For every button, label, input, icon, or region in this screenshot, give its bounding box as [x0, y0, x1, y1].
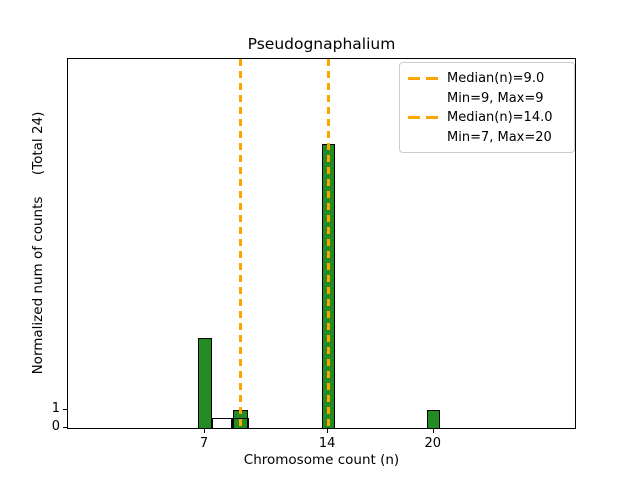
legend-marker-spacer	[408, 97, 438, 100]
x-tick-mark-14	[327, 429, 329, 433]
y-tick-mark-1	[63, 409, 67, 411]
legend-marker-spacer	[408, 136, 438, 139]
y-tick-label-0: 0	[51, 419, 60, 434]
legend-entry: Median(n)=14.0	[408, 108, 566, 128]
legend-box: Median(n)=9.0 Min=9, Max=9 Median(n)=14.0 M…	[399, 62, 575, 153]
legend-label: Median(n)=14.0	[447, 110, 553, 126]
histogram-bar-x20	[427, 410, 441, 428]
histogram-outline-bar-x8	[212, 418, 233, 428]
chart-title: Pseudognaphalium	[247, 35, 396, 53]
x-tick-label-7: 7	[199, 436, 209, 451]
legend-entry: Min=7, Max=20	[408, 128, 566, 148]
x-tick-mark-7	[204, 429, 206, 433]
x-tick-label-14: 14	[318, 436, 336, 451]
y-tick-mark-0	[63, 427, 67, 429]
legend-entry: Median(n)=9.0	[408, 69, 566, 89]
x-tick-label-20: 20	[424, 436, 442, 451]
x-axis-label: Chromosome count (n)	[243, 452, 400, 468]
y-tick-label-1: 1	[51, 401, 60, 416]
y-axis-label: Normalized num of counts (Total 24)	[30, 111, 46, 375]
legend-dash-marker-icon	[408, 77, 438, 81]
legend-label: Median(n)=9.0	[447, 71, 545, 87]
legend-label: Min=7, Max=20	[447, 129, 552, 145]
legend-dash-marker-icon	[408, 116, 438, 120]
median-dashed-line-x9	[238, 59, 242, 428]
x-tick-mark-20	[432, 429, 435, 433]
median-dashed-line-x14	[326, 59, 330, 428]
legend-label: Min=9, Max=9	[447, 90, 544, 106]
legend-entry: Min=9, Max=9	[408, 89, 566, 109]
histogram-bar-x7	[198, 338, 212, 428]
